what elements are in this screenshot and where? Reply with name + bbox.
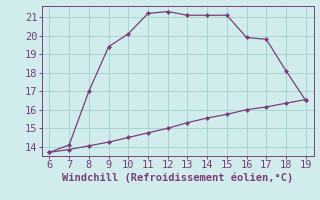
X-axis label: Windchill (Refroidissement éolien,°C): Windchill (Refroidissement éolien,°C) xyxy=(62,173,293,183)
